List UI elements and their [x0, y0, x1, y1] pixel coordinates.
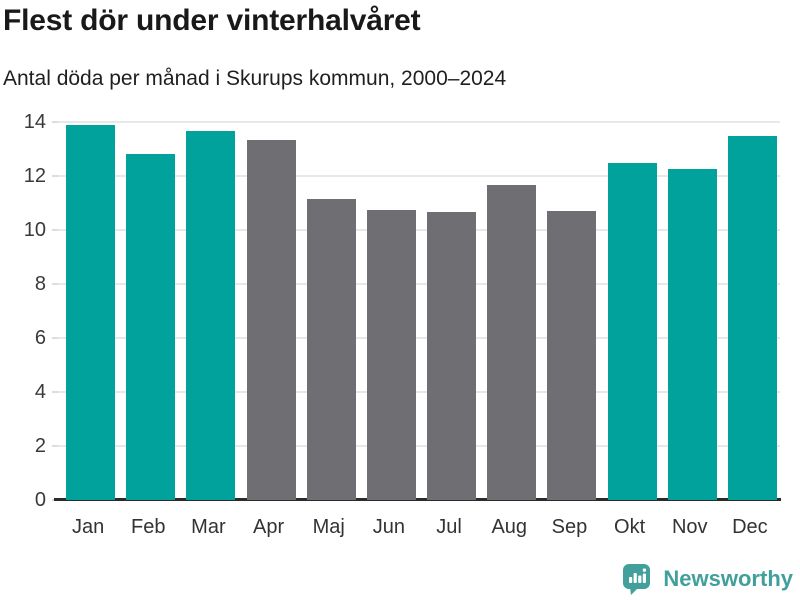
- bar-dec: [727, 135, 777, 500]
- x-label-apr: Apr: [253, 516, 285, 538]
- x-axis-line: [54, 498, 781, 501]
- x-label-jun: Jun: [372, 516, 406, 538]
- y-label-2: 2: [34, 435, 46, 457]
- footer: Newsworthy: [619, 562, 793, 596]
- y-axis: 0 2 4 6 8 10 12 14: [0, 112, 58, 510]
- y-label-14: 14: [23, 111, 46, 133]
- bar-aug: [487, 185, 537, 500]
- x-axis: Jan Feb Mar Apr Maj Jun Jul Aug Sep Okt Nov Dec: [58, 516, 780, 546]
- y-tick-10: [52, 229, 58, 231]
- plot-area: [54, 121, 781, 501]
- bar-mar: [186, 131, 236, 500]
- bar-jan: [66, 124, 116, 500]
- gridline-14: [58, 121, 780, 123]
- y-tick-6: [52, 337, 58, 339]
- gridline-10: [58, 229, 780, 231]
- bar-okt: [607, 162, 657, 500]
- gridline-6: [58, 337, 780, 339]
- gridline-2: [58, 445, 780, 447]
- y-tick-2: [52, 445, 58, 447]
- chart-title: Flest dör under vinterhalvåret: [3, 4, 421, 37]
- x-label-dec: Dec: [732, 516, 768, 538]
- y-label-0: 0: [34, 489, 46, 511]
- y-tick-8: [52, 283, 58, 285]
- bar-apr: [246, 139, 296, 500]
- x-label-jul: Jul: [436, 516, 462, 538]
- x-label-okt: Okt: [614, 516, 646, 538]
- x-label-mar: Mar: [191, 516, 226, 538]
- brand-name: Newsworthy: [663, 566, 793, 591]
- y-label-8: 8: [34, 273, 46, 295]
- newsworthy-logo-icon: [623, 564, 651, 595]
- bar-feb: [126, 154, 176, 500]
- y-label-6: 6: [34, 327, 46, 349]
- bar-jul: [427, 212, 477, 500]
- gridline-8: [58, 283, 780, 285]
- x-label-jan: Jan: [71, 516, 105, 538]
- bar-maj: [306, 198, 356, 500]
- x-label-feb: Feb: [131, 516, 166, 538]
- y-tick-14: [52, 121, 58, 123]
- bar-jun: [366, 209, 416, 500]
- x-label-aug: Aug: [491, 516, 528, 538]
- y-tick-4: [52, 391, 58, 393]
- gridline-4: [58, 391, 780, 393]
- gridline-12: [58, 175, 780, 177]
- y-label-12: 12: [23, 165, 46, 187]
- bar-nov: [667, 169, 717, 500]
- chart-subtitle: Antal döda per månad i Skurups kommun, 2…: [3, 67, 507, 90]
- x-label-nov: Nov: [671, 516, 708, 538]
- y-label-4: 4: [34, 381, 46, 403]
- bar-sep: [547, 211, 597, 500]
- y-tick-12: [52, 175, 58, 177]
- x-label-maj: Maj: [312, 516, 345, 538]
- x-label-sep: Sep: [551, 516, 588, 538]
- y-label-10: 10: [23, 219, 46, 241]
